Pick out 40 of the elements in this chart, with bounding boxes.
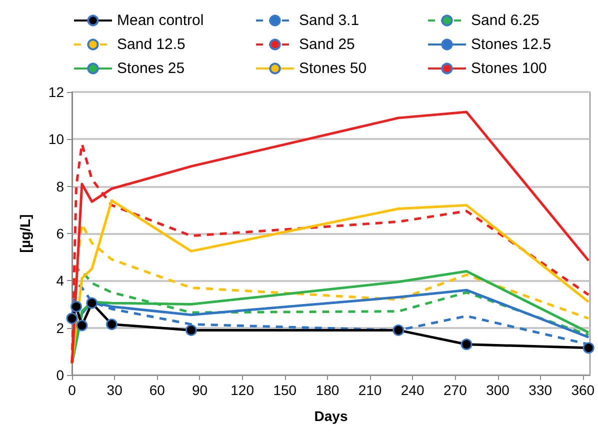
y-tick-label: 6 <box>56 226 64 242</box>
y-tick-label: 12 <box>48 84 64 100</box>
y-tick-label: 10 <box>48 131 64 148</box>
x-tick-label: 300 <box>486 382 510 398</box>
x-tick-label: 90 <box>192 382 208 398</box>
x-tick-label: 240 <box>400 382 424 398</box>
x-tick-label: 210 <box>358 382 382 398</box>
point <box>106 318 118 330</box>
point <box>66 312 78 324</box>
x-tick-label: 360 <box>571 382 595 398</box>
point <box>392 324 404 336</box>
legend-label: Stones 25 <box>117 60 185 77</box>
x-tick-label: 150 <box>273 382 297 398</box>
x-axis-title: Days <box>314 408 348 424</box>
legend-label: Sand 6.25 <box>471 12 540 29</box>
x-tick-label: 270 <box>444 382 468 398</box>
legend-label: Sand 12.5 <box>117 36 186 53</box>
legend-label: Sand 3.1 <box>299 12 360 29</box>
y-tick-label: 2 <box>56 320 64 336</box>
point <box>582 342 594 354</box>
y-axis-title: [µg/L] <box>17 214 33 253</box>
x-tick-label: 30 <box>106 382 123 398</box>
legend-label: Stones 12.5 <box>471 36 552 53</box>
point <box>76 320 88 332</box>
x-tick-label: 180 <box>316 382 340 398</box>
y-tick-label: 4 <box>56 272 64 289</box>
x-tick-label: 60 <box>149 382 166 398</box>
x-tick-label: 120 <box>230 382 254 398</box>
legend-label: Mean control <box>117 12 204 29</box>
x-tick-label: 0 <box>68 382 76 398</box>
point <box>185 324 197 336</box>
point <box>460 338 472 350</box>
y-tick-label: 8 <box>56 178 64 194</box>
y-tick-label: 0 <box>56 367 64 383</box>
legend-label: Stones 100 <box>471 60 547 77</box>
point <box>70 300 82 312</box>
point <box>86 297 98 309</box>
x-tick-label: 330 <box>528 382 552 398</box>
legend-label: Stones 50 <box>299 60 367 77</box>
legend-label: Sand 25 <box>299 36 355 53</box>
